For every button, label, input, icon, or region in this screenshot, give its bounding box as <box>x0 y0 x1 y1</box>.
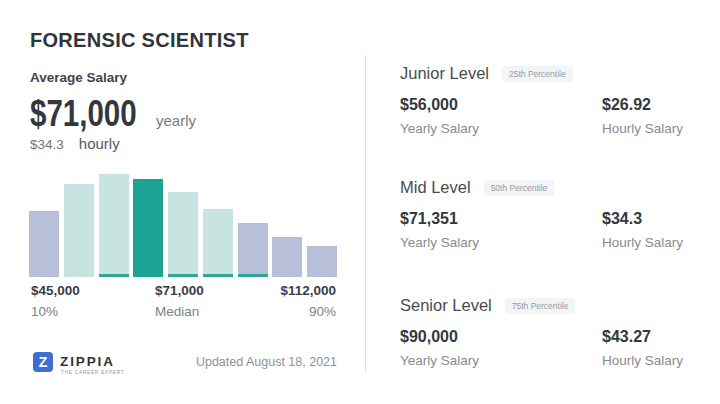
average-hourly-row: $34.3 hourly <box>30 135 120 152</box>
hourly-label: Hourly Salary <box>602 121 683 136</box>
yearly-value: $71,351 <box>400 210 479 228</box>
tick-sublabel: 90% <box>280 304 336 319</box>
level-title: Junior Level <box>400 64 489 83</box>
yearly-label: Yearly Salary <box>400 121 479 136</box>
hourly-label: Hourly Salary <box>602 235 683 250</box>
histogram-bar-base-strip <box>238 274 268 277</box>
yearly-column: $90,000 Yearly Salary <box>400 328 479 368</box>
average-salary-label: Average Salary <box>30 70 127 85</box>
average-hourly-unit: hourly <box>79 135 120 152</box>
percentile-badge: 25th Percentile <box>502 66 573 82</box>
histogram-bar <box>64 184 94 277</box>
hourly-column: $26.92 Hourly Salary <box>602 96 683 136</box>
histogram-bar <box>29 211 59 277</box>
level-junior: Junior Level 25th Percentile $56,000 Yea… <box>400 64 700 141</box>
yearly-value: $90,000 <box>400 328 479 346</box>
tick-value: $45,000 <box>31 283 80 298</box>
average-yearly-unit: yearly <box>156 112 196 129</box>
hourly-label: Hourly Salary <box>602 353 683 368</box>
tick-value: $71,000 <box>155 283 204 298</box>
yearly-label: Yearly Salary <box>400 235 479 250</box>
level-values: $71,351 Yearly Salary $34.3 Hourly Salar… <box>400 210 700 255</box>
yearly-column: $71,351 Yearly Salary <box>400 210 479 250</box>
tick-10th-percentile: $45,000 10% <box>31 283 80 319</box>
level-values: $56,000 Yearly Salary $26.92 Hourly Sala… <box>400 96 700 141</box>
histogram-bar <box>238 223 268 277</box>
yearly-label: Yearly Salary <box>400 353 479 368</box>
histogram-bar <box>272 237 302 277</box>
hourly-value: $43.27 <box>602 328 683 346</box>
histogram-bar-base-strip <box>99 274 129 277</box>
zippia-brand-name: ZIPPIA <box>60 354 115 369</box>
percentile-badge: 75th Percentile <box>505 298 576 314</box>
level-title: Mid Level <box>400 178 471 197</box>
yearly-value: $56,000 <box>400 96 479 114</box>
average-yearly-value: $71,000 <box>30 93 137 135</box>
level-header: Junior Level 25th Percentile <box>400 64 700 83</box>
histogram-bar-base-strip <box>168 274 198 277</box>
level-title: Senior Level <box>400 296 492 315</box>
level-mid: Mid Level 50th Percentile $71,351 Yearly… <box>400 178 700 255</box>
hourly-value: $34.3 <box>602 210 683 228</box>
histogram-bar <box>307 246 337 277</box>
level-header: Mid Level 50th Percentile <box>400 178 700 197</box>
histogram-bar-base-strip <box>203 274 233 277</box>
tick-median: $71,000 Median <box>155 283 204 319</box>
tick-value: $112,000 <box>280 283 336 298</box>
level-senior: Senior Level 75th Percentile $90,000 Yea… <box>400 296 700 373</box>
tick-90th-percentile: $112,000 90% <box>280 283 336 319</box>
histogram-bar <box>168 192 198 277</box>
histogram-bar <box>203 209 233 277</box>
salary-page: FORENSIC SCIENTIST Average Salary $71,00… <box>0 0 720 404</box>
tick-sublabel: Median <box>155 304 204 319</box>
hourly-value: $26.92 <box>602 96 683 114</box>
salary-histogram <box>29 171 337 277</box>
level-header: Senior Level 75th Percentile <box>400 296 700 315</box>
yearly-column: $56,000 Yearly Salary <box>400 96 479 136</box>
zippia-logo-icon: Z <box>33 352 53 372</box>
zippia-tagline: THE CAREER EXPERT <box>61 370 124 375</box>
level-values: $90,000 Yearly Salary $43.27 Hourly Sala… <box>400 328 700 373</box>
page-title: FORENSIC SCIENTIST <box>30 29 249 52</box>
hourly-column: $43.27 Hourly Salary <box>602 328 683 368</box>
vertical-divider <box>365 55 366 372</box>
histogram-bar <box>99 174 129 277</box>
percentile-badge: 50th Percentile <box>484 180 555 196</box>
histogram-bar <box>133 179 163 277</box>
hourly-column: $34.3 Hourly Salary <box>602 210 683 250</box>
updated-date: Updated August 18, 2021 <box>180 355 337 369</box>
tick-sublabel: 10% <box>31 304 80 319</box>
average-hourly-value: $34.3 <box>30 137 64 152</box>
